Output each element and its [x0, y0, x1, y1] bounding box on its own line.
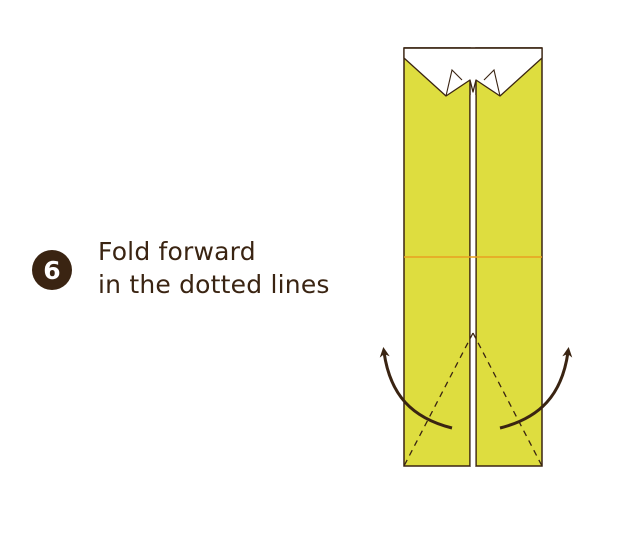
- collar: [403, 47, 543, 97]
- step-number-badge: 6: [32, 250, 72, 290]
- curved-arrow-up-right-icon: [499, 347, 573, 430]
- dotted-fold-line-right: [472, 332, 543, 467]
- dotted-fold-line-left: [403, 332, 474, 467]
- instruction-line-2: in the dotted lines: [98, 270, 330, 299]
- center-seam: [469, 95, 477, 466]
- step-number: 6: [43, 255, 61, 285]
- curved-arrow-up-left-icon: [379, 347, 453, 430]
- instruction-text: Fold forward in the dotted lines: [98, 235, 330, 301]
- instruction-line-1: Fold forward: [98, 237, 256, 266]
